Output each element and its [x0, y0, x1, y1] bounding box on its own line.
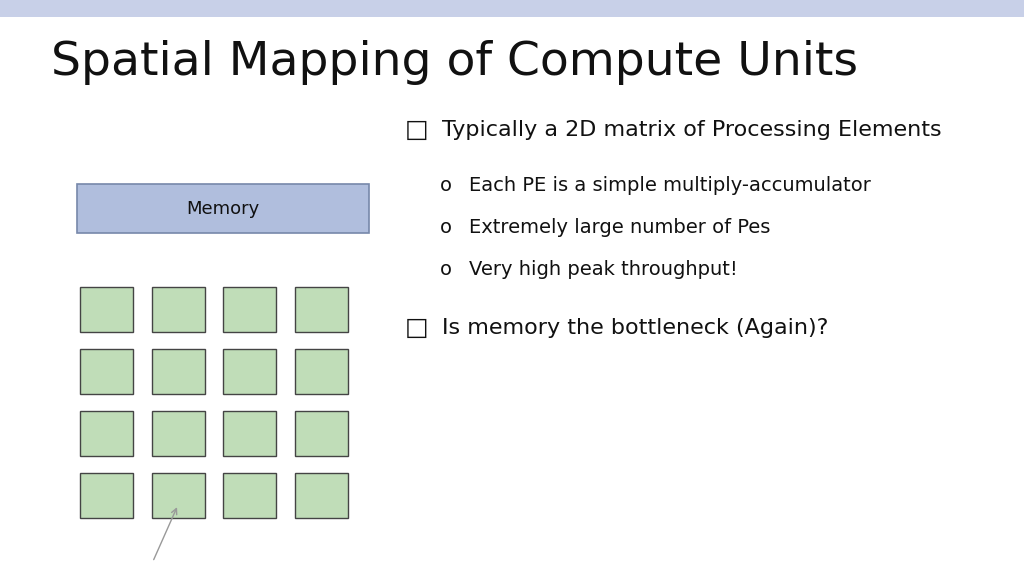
Bar: [223, 473, 276, 518]
Bar: [295, 349, 348, 394]
Bar: [223, 349, 276, 394]
Text: Very high peak throughput!: Very high peak throughput!: [469, 260, 737, 279]
Text: o: o: [439, 176, 452, 195]
Bar: [80, 411, 133, 456]
Bar: [80, 349, 133, 394]
Bar: [0, 0, 1024, 17]
Text: Extremely large number of Pes: Extremely large number of Pes: [469, 218, 770, 237]
Text: Spatial Mapping of Compute Units: Spatial Mapping of Compute Units: [51, 40, 858, 85]
Bar: [295, 411, 348, 456]
Bar: [223, 287, 276, 332]
Bar: [152, 349, 205, 394]
Text: o: o: [439, 260, 452, 279]
Bar: [152, 411, 205, 456]
Bar: [152, 287, 205, 332]
Text: Each PE is a simple multiply-accumulator: Each PE is a simple multiply-accumulator: [469, 176, 870, 195]
Text: Typically a 2D matrix of Processing Elements: Typically a 2D matrix of Processing Elem…: [442, 120, 942, 139]
Text: □: □: [404, 118, 428, 142]
Bar: [80, 287, 133, 332]
Bar: [152, 473, 205, 518]
Bar: [295, 473, 348, 518]
Bar: [295, 287, 348, 332]
Bar: [80, 473, 133, 518]
Text: o: o: [439, 218, 452, 237]
Bar: [77, 184, 369, 233]
Text: Memory: Memory: [186, 200, 259, 218]
Text: Is memory the bottleneck (Again)?: Is memory the bottleneck (Again)?: [442, 319, 828, 338]
Bar: [223, 411, 276, 456]
Text: □: □: [404, 316, 428, 340]
